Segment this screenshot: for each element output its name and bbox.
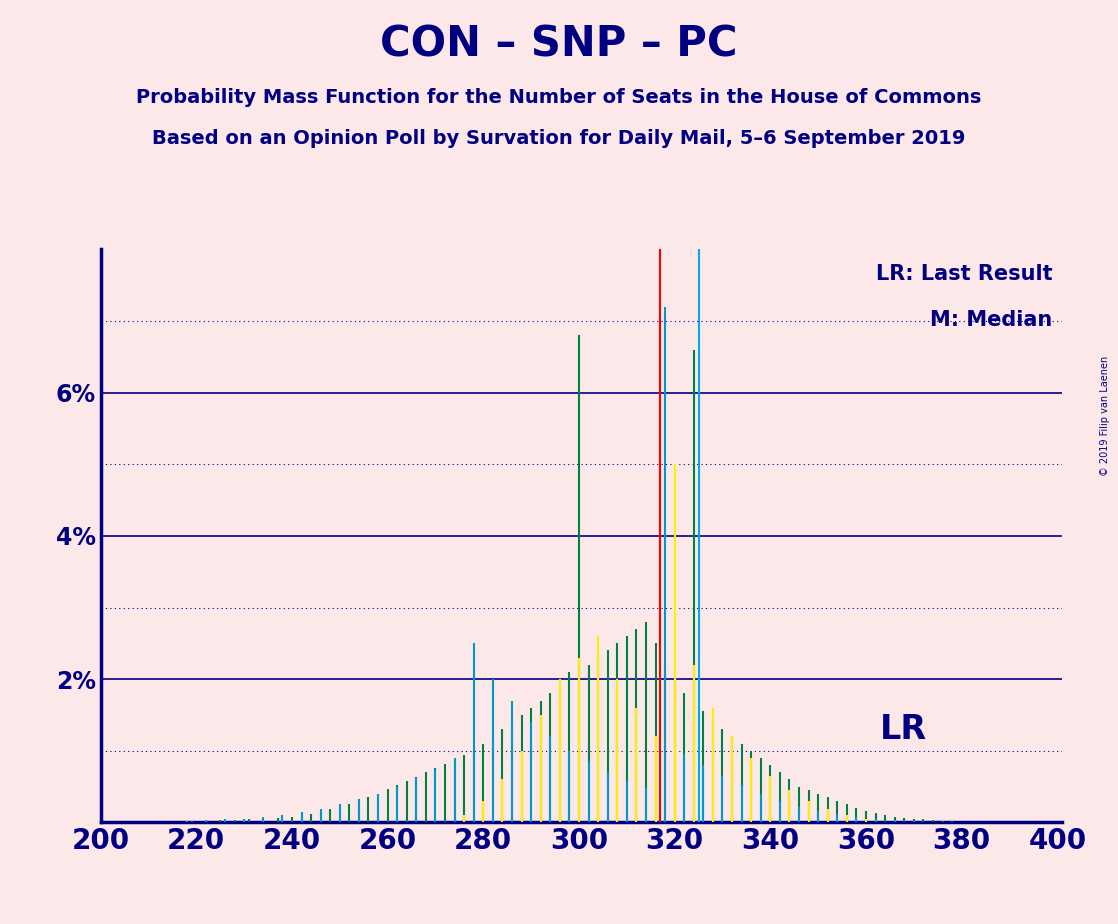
Text: LR: LR bbox=[880, 713, 927, 747]
Text: LR: Last Result: LR: Last Result bbox=[875, 264, 1052, 284]
Text: M: Median: M: Median bbox=[930, 310, 1052, 330]
Text: © 2019 Filip van Laenen: © 2019 Filip van Laenen bbox=[1100, 356, 1110, 476]
Text: CON – SNP – PC: CON – SNP – PC bbox=[380, 23, 738, 65]
Text: Based on an Opinion Poll by Survation for Daily Mail, 5–6 September 2019: Based on an Opinion Poll by Survation fo… bbox=[152, 129, 966, 149]
Text: Probability Mass Function for the Number of Seats in the House of Commons: Probability Mass Function for the Number… bbox=[136, 88, 982, 107]
